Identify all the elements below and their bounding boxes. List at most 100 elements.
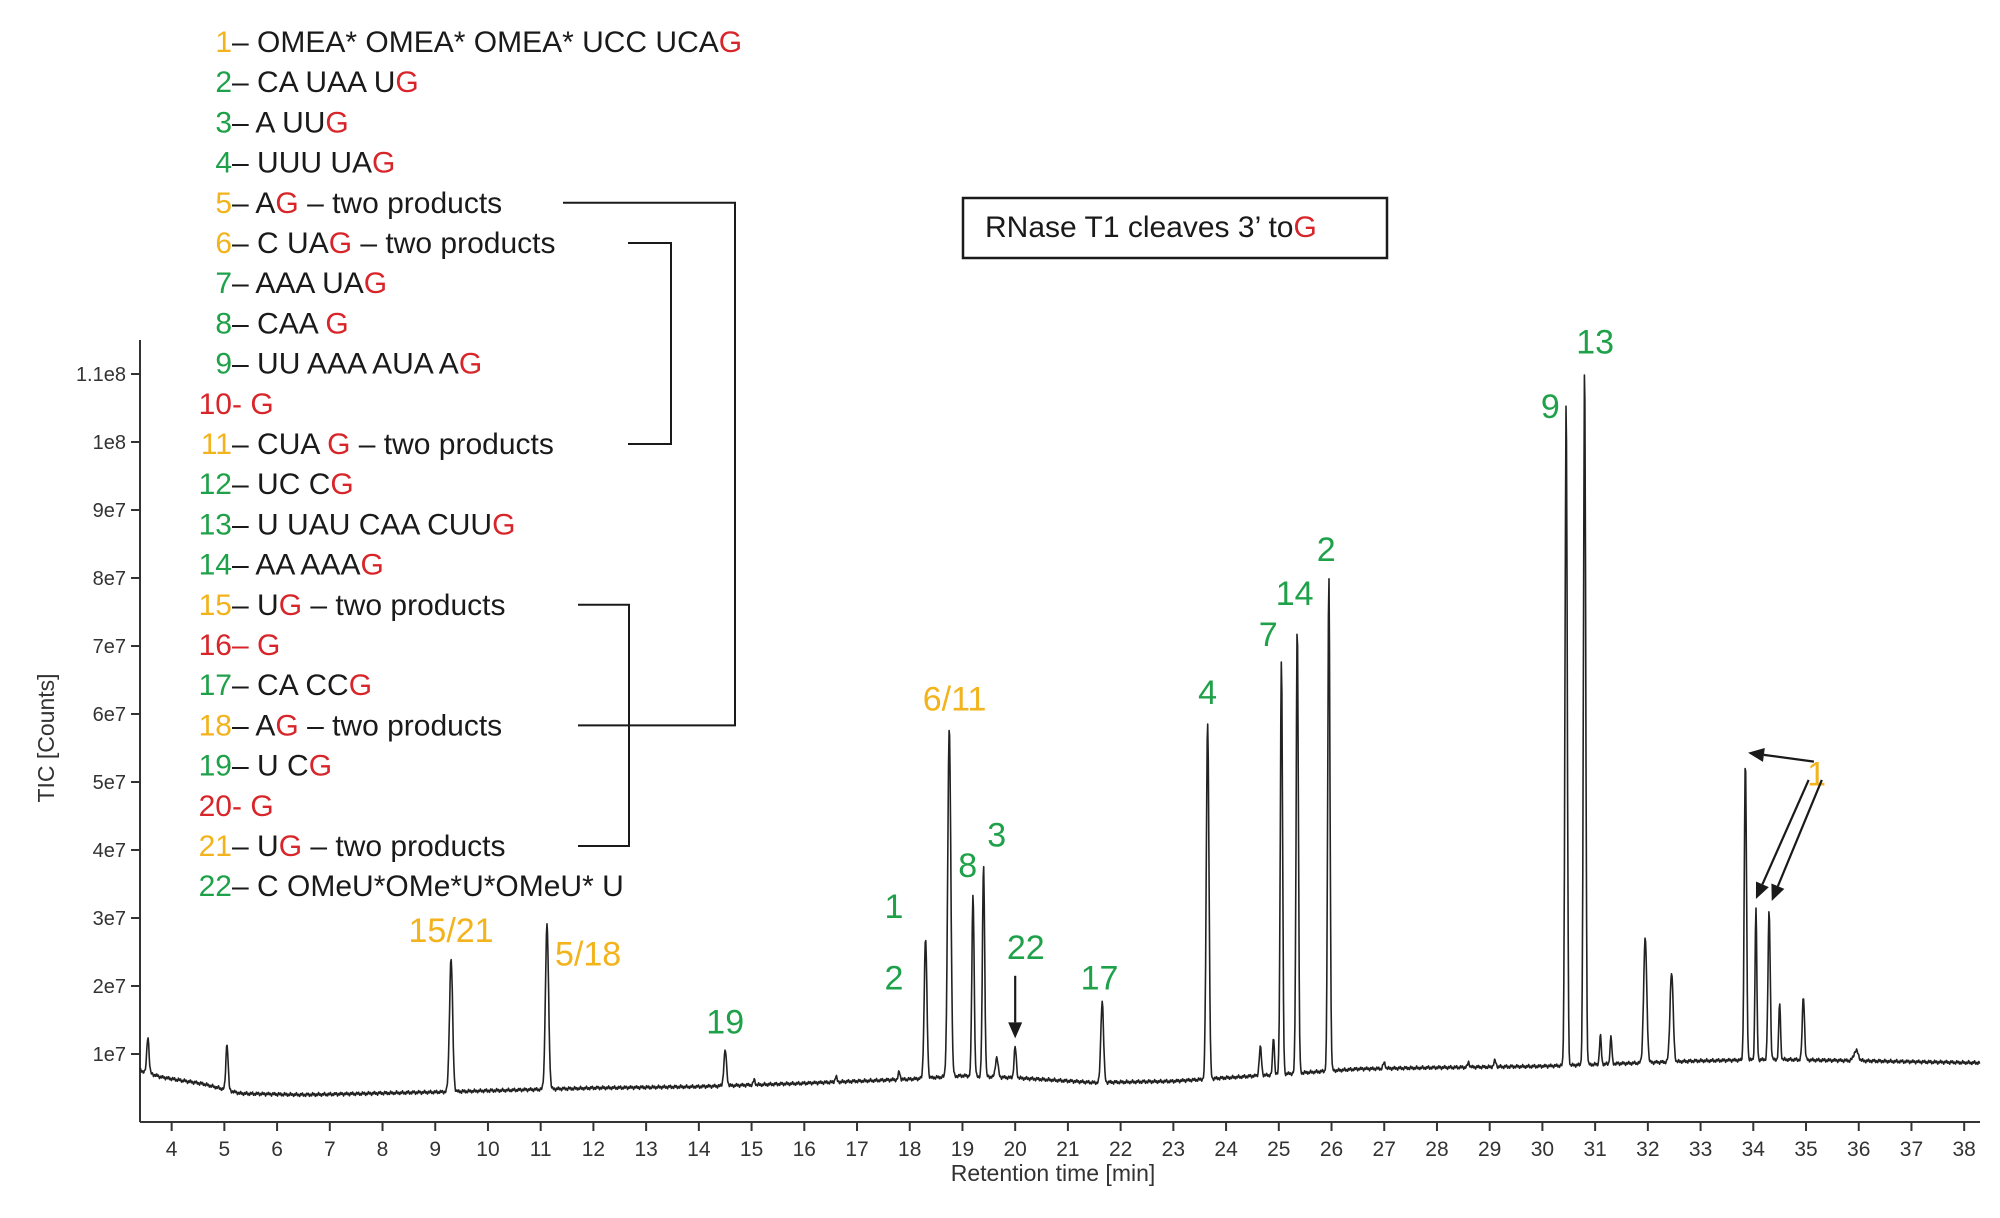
legend-separator: – [232, 267, 255, 300]
y-tick-label: 2e7 [93, 976, 126, 998]
x-tick-label: 11 [530, 1138, 552, 1161]
arrow-1-b [1755, 779, 1810, 899]
y-tick-label: 8e7 [93, 568, 126, 590]
legend-sequence-part: UC C [257, 468, 330, 501]
peak-label: 5/18 [555, 936, 621, 974]
legend-number: 20 [199, 790, 232, 823]
y-axis-label: TIC [Counts] [33, 673, 59, 802]
y-tick-label: 9e7 [93, 500, 126, 522]
x-tick-label: 24 [1214, 1138, 1238, 1161]
legend-separator: - [232, 790, 250, 823]
legend-g-residue: G [275, 709, 298, 742]
bracket-15-21 [578, 603, 630, 847]
legend-separator: – [232, 66, 257, 99]
legend-g-residue: G [279, 589, 302, 622]
legend-separator: – [232, 549, 255, 582]
legend-sequence: – UG – two products [232, 830, 505, 863]
legend-g-residue: G [325, 307, 348, 340]
rnase-box-text: RNase T1 cleaves 3’ to [985, 211, 1293, 244]
x-tick-label: 29 [1478, 1138, 1501, 1161]
legend-number: 10 [199, 388, 232, 421]
legend-sequence: – C OMeU*OMe*U*OMeU* U [232, 870, 624, 903]
legend-number: 16 [199, 629, 232, 662]
legend-sequence: – AG – two products [232, 709, 502, 742]
legend-sequence: – UG – two products [232, 589, 505, 622]
y-tick-label: 1e8 [93, 432, 126, 454]
x-tick-label: 16 [793, 1138, 816, 1161]
legend-sequence: – OMEA* OMEA* OMEA* UCC UCAG [232, 26, 742, 59]
peak-label: 19 [706, 1004, 744, 1042]
x-tick-label: 5 [219, 1138, 231, 1161]
x-tick-label: 38 [1953, 1138, 1976, 1161]
x-tick-label: 6 [271, 1138, 283, 1161]
legend-number: 8 [215, 307, 232, 340]
x-tick-label: 18 [898, 1138, 921, 1161]
legend-separator: – [232, 870, 257, 903]
legend-sequence-part: OMEA* OMEA* OMEA* UCC UCA [257, 26, 719, 59]
legend-sequence-part: CAA [257, 307, 325, 340]
peak-label: 15/21 [409, 912, 494, 950]
legend-number: 14 [199, 549, 232, 582]
svg-text:RNase T1 cleaves 3’ toG: RNase T1 cleaves 3’ toG [985, 211, 1317, 244]
peak-label: 9 [1541, 388, 1560, 426]
y-tick-label: 6e7 [93, 704, 126, 726]
x-tick-label: 36 [1847, 1138, 1870, 1161]
x-tick-label: 9 [429, 1138, 441, 1161]
rnase-t1-box: RNase T1 cleaves 3’ toG [961, 196, 1389, 260]
x-tick-label: 19 [951, 1138, 974, 1161]
x-tick-label: 27 [1373, 1138, 1396, 1161]
legend-separator: – [232, 669, 257, 702]
x-tick-label: 14 [687, 1138, 711, 1161]
legend-g-residue: G [275, 187, 298, 220]
legend-separator: – [232, 709, 255, 742]
peak-label: 1 [884, 888, 903, 926]
legend-sequence-part: CA UAA U [257, 66, 395, 99]
legend-g-residue: G [395, 66, 418, 99]
legend-number: 4 [215, 147, 232, 180]
legend-g-residue: G [279, 830, 302, 863]
bracket-5-18 [563, 201, 736, 727]
peak-label: 4 [1198, 674, 1217, 712]
legend-g-residue: G [364, 267, 387, 300]
x-tick-label: 25 [1267, 1138, 1290, 1161]
bracket-6-11 [628, 242, 672, 445]
x-tick-label: 35 [1794, 1138, 1817, 1161]
legend-g-residue: G [349, 669, 372, 702]
legend-number: 2 [215, 66, 232, 99]
legend-separator: – [232, 307, 257, 340]
peak-label: 17 [1081, 959, 1119, 997]
y-tick-label: 3e7 [93, 908, 126, 930]
legend-sequence: – UC CG [232, 468, 354, 501]
legend-separator: – [232, 589, 257, 622]
legend-sequence: – CAA G [232, 307, 349, 340]
legend-sequence: – U UAU CAA CUUG [232, 508, 515, 541]
legend-separator: – [232, 428, 257, 461]
x-tick-label: 30 [1531, 1138, 1554, 1161]
legend-number: 18 [199, 709, 232, 742]
legend-g-residue: G [360, 549, 383, 582]
legend-sequence: – AG – two products [232, 187, 502, 220]
legend-sequence: - G [232, 388, 274, 421]
tic-trace-line [139, 374, 1981, 1098]
legend-sequence-part: – two products [302, 589, 505, 622]
legend-number: 19 [199, 750, 232, 783]
x-tick-label: 28 [1425, 1138, 1448, 1161]
legend-sequence-part: U [257, 830, 279, 863]
legend-sequence-part: U UAU CAA CUU [257, 508, 492, 541]
legend-sequence-part: U [257, 589, 279, 622]
peak-label: 3 [987, 817, 1006, 855]
y-tick-label: 4e7 [93, 840, 126, 862]
legend-connector-brackets [563, 201, 736, 847]
legend-sequence-part: C UA [257, 227, 329, 260]
peak-label: 22 [1007, 929, 1045, 967]
axes: 4 5 6 7 8 9 10 11 12 13 14 15 16 17 18 19 20 21 22 23 24 25 26… [76, 340, 1980, 1161]
y-tick-label: 5e7 [93, 772, 126, 794]
legend-separator: – [232, 187, 255, 220]
peak-label: 14 [1276, 575, 1314, 613]
legend-number: 17 [199, 669, 232, 702]
arrow-1-c [1771, 779, 1823, 901]
legend-sequence: – G [232, 629, 280, 662]
legend-sequence: – UU AAA AUA AG [232, 348, 482, 381]
